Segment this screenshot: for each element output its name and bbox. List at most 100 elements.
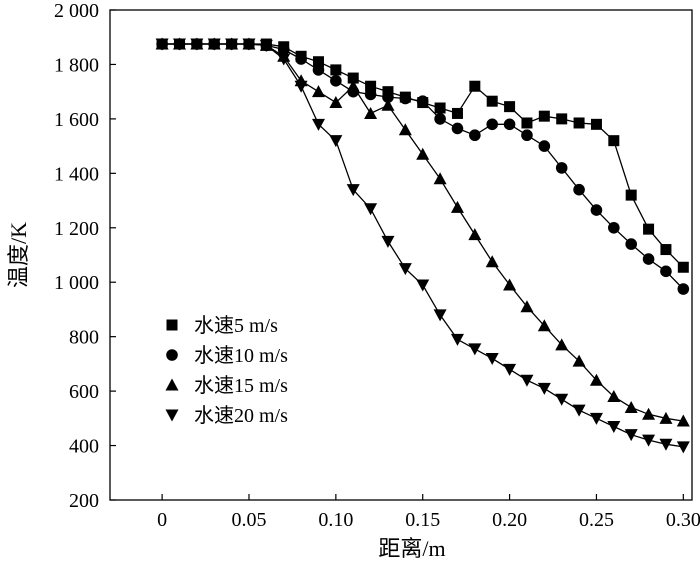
- data-point: [381, 98, 395, 111]
- data-point: [486, 95, 498, 107]
- y-tick-label: 2 000: [54, 0, 99, 22]
- data-point: [590, 204, 603, 216]
- data-point: [485, 352, 499, 365]
- data-point: [676, 414, 690, 427]
- data-point: [433, 309, 447, 322]
- x-axis-title: 距离/m: [378, 536, 445, 561]
- data-point: [329, 96, 343, 109]
- x-tick-label: 0.05: [231, 509, 266, 531]
- data-point: [573, 117, 585, 129]
- data-point: [642, 407, 656, 420]
- series-4: [155, 38, 690, 454]
- data-point: [434, 113, 446, 125]
- legend-label: 水速5 m/s: [194, 314, 278, 337]
- y-axis-title: 温度/K: [6, 222, 31, 288]
- data-point: [608, 221, 620, 234]
- data-point: [485, 255, 499, 268]
- data-point: [416, 95, 429, 107]
- data-point: [416, 279, 430, 292]
- data-point: [503, 278, 517, 291]
- data-point: [469, 80, 481, 92]
- data-point: [468, 228, 482, 241]
- y-tick-label: 1 800: [54, 54, 99, 76]
- data-point: [398, 123, 412, 136]
- data-point: [398, 263, 412, 276]
- data-point: [207, 38, 221, 51]
- y-tick-label: 1 200: [54, 218, 99, 240]
- data-point: [643, 223, 655, 235]
- data-point: [155, 38, 169, 51]
- data-point: [659, 411, 673, 424]
- data-point: [642, 434, 656, 447]
- data-point: [294, 80, 308, 93]
- data-point: [312, 56, 324, 68]
- data-point: [381, 235, 395, 248]
- x-tick-label: 0.30: [666, 509, 700, 531]
- y-tick-label: 1 600: [54, 109, 99, 131]
- data-point: [538, 140, 551, 152]
- data-point: [520, 374, 534, 387]
- data-point: [190, 38, 204, 51]
- data-point: [311, 118, 325, 131]
- y-tick-label: 800: [69, 327, 99, 349]
- data-point: [330, 74, 342, 87]
- data-point: [469, 129, 481, 142]
- data-point: [677, 283, 690, 295]
- data-point: [451, 107, 463, 119]
- data-point: [399, 92, 412, 105]
- y-axis-ticks: 200 400 600 800 1 000 1 200 1 400 1 600 1 800 2 0…: [54, 0, 116, 512]
- data-point: [521, 117, 533, 129]
- series-line: [162, 43, 684, 290]
- data-point: [573, 183, 585, 196]
- data-point: [346, 184, 360, 197]
- data-point: [624, 400, 638, 413]
- data-point: [520, 300, 534, 313]
- data-point: [589, 412, 603, 425]
- data-point: [660, 244, 672, 256]
- data-point: [504, 101, 516, 113]
- data-point: [659, 438, 673, 451]
- data-point: [555, 338, 569, 351]
- data-point: [590, 118, 602, 130]
- data-point: [416, 147, 430, 160]
- legend-label: 水速20 m/s: [194, 404, 288, 427]
- data-point: [642, 253, 655, 265]
- data-point: [382, 91, 394, 103]
- data-point: [330, 64, 342, 76]
- plot-frame: [109, 9, 693, 501]
- data-point: [556, 113, 568, 125]
- data-point: [555, 393, 569, 406]
- y-tick-label: 1 400: [54, 163, 99, 185]
- series-2: [156, 38, 690, 295]
- data-point: [434, 102, 446, 114]
- data-point: [364, 203, 378, 216]
- data-point: [624, 429, 638, 442]
- data-point: [537, 319, 551, 332]
- legend-marker: [166, 319, 178, 331]
- data-point: [555, 162, 568, 174]
- data-point: [172, 38, 186, 51]
- data-point: [259, 39, 273, 52]
- data-point: [365, 80, 377, 92]
- data-point: [660, 265, 672, 278]
- data-point: [589, 373, 603, 386]
- data-point: [277, 53, 291, 66]
- data-point: [450, 333, 464, 346]
- data-point: [468, 343, 482, 356]
- legend-marker: [165, 409, 179, 422]
- data-point: [572, 354, 586, 367]
- data-point: [625, 238, 637, 250]
- x-tick-label: 0.15: [405, 509, 440, 531]
- data-point: [521, 129, 533, 142]
- y-tick-label: 1 000: [54, 272, 99, 294]
- data-point: [346, 79, 360, 92]
- data-point: [572, 404, 586, 417]
- data-point: [450, 200, 464, 213]
- y-tick-label: 200: [69, 490, 99, 512]
- x-tick-label: 0: [157, 509, 167, 531]
- legend: 水速5 m/s 水速10 m/s 水速15 m/s 水速20 m/s: [165, 314, 288, 427]
- x-tick-label: 0.20: [492, 509, 527, 531]
- x-tick-label: 0.10: [318, 509, 353, 531]
- data-point: [503, 363, 517, 376]
